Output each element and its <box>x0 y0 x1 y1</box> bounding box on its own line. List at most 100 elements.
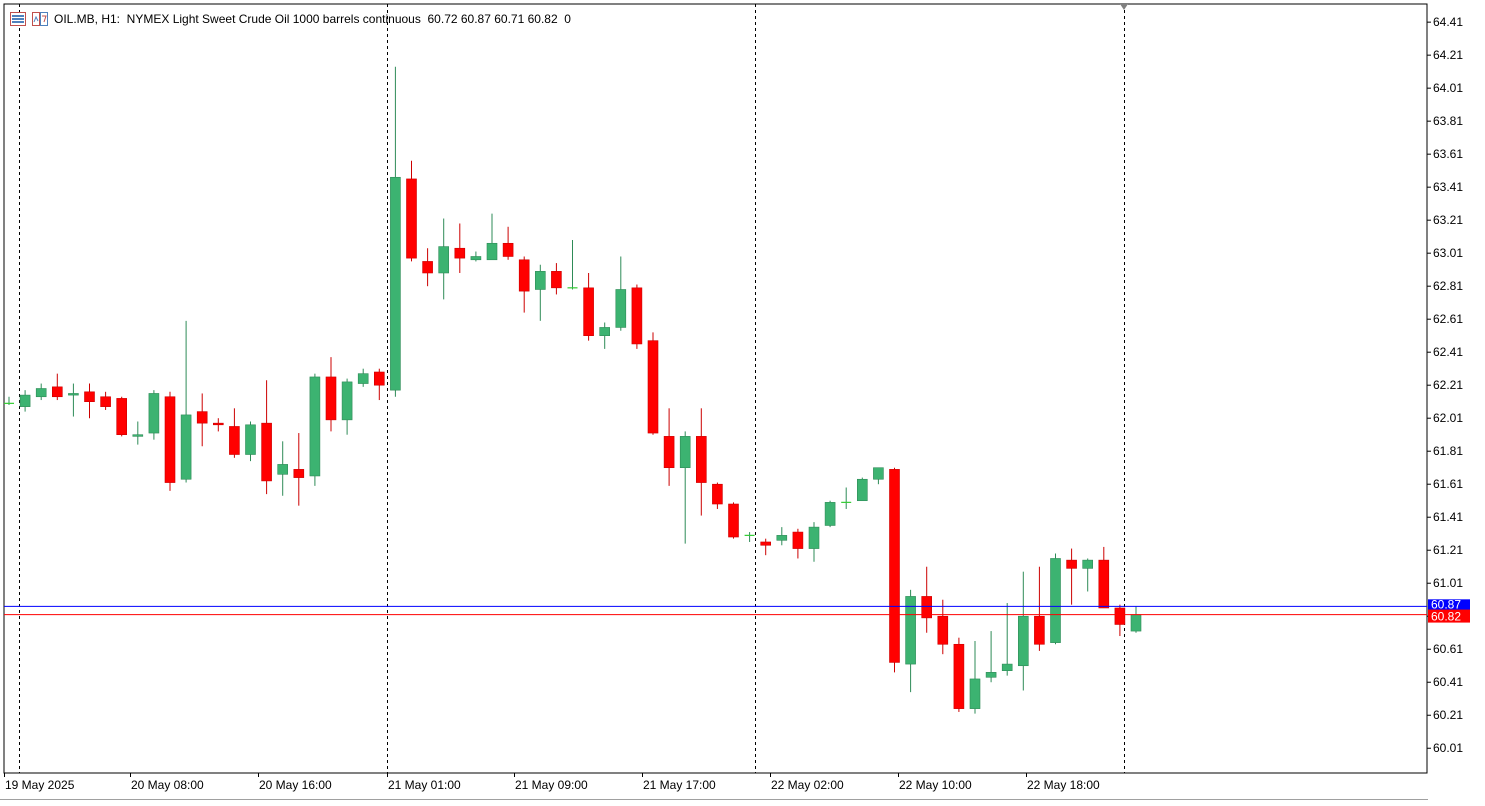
plot-frame <box>3 3 1428 774</box>
candle-body[interactable] <box>1114 607 1126 625</box>
chart-title: OIL.MB, H1: NYMEX Light Sweet Crude Oil … <box>54 12 571 26</box>
x-tick-label: 21 May 01:00 <box>388 778 461 792</box>
candle-body[interactable] <box>406 178 417 259</box>
x-tick-label: 21 May 09:00 <box>515 778 588 792</box>
candle-body[interactable] <box>438 246 450 274</box>
candle-body[interactable] <box>534 271 546 290</box>
y-tick-label: 61.61 <box>1433 477 1463 491</box>
candle-body[interactable] <box>1034 615 1045 645</box>
candle-body[interactable] <box>760 541 772 546</box>
candle-body[interactable] <box>454 247 466 259</box>
candle-body[interactable] <box>856 478 868 502</box>
candle-body[interactable] <box>695 436 707 483</box>
y-tick-label: 62.01 <box>1433 411 1463 425</box>
candle-body[interactable] <box>1130 614 1142 632</box>
candle-body[interactable] <box>180 414 192 480</box>
candle-body[interactable] <box>1001 663 1013 671</box>
candle-body[interactable] <box>502 242 514 257</box>
y-tick-label: 60.01 <box>1433 741 1463 755</box>
candle-body[interactable] <box>277 464 289 475</box>
candle-body[interactable] <box>261 422 272 482</box>
y-tick-label: 62.41 <box>1433 345 1463 359</box>
candle-body[interactable] <box>470 256 482 261</box>
candle-body[interactable] <box>905 596 916 665</box>
x-tick-label: 19 May 2025 <box>5 778 75 792</box>
candle-body[interactable] <box>712 483 723 505</box>
candle-body[interactable] <box>19 394 31 407</box>
candle-body[interactable] <box>245 424 256 455</box>
candle-body[interactable] <box>551 271 562 289</box>
candle-body[interactable] <box>615 289 627 328</box>
candle-body[interactable] <box>1082 559 1093 569</box>
x-tick-label: 20 May 16:00 <box>259 778 332 792</box>
y-tick-label: 60.41 <box>1433 675 1463 689</box>
y-tick-label: 61.81 <box>1433 444 1463 458</box>
candle-body[interactable] <box>889 469 900 663</box>
x-tick-label: 21 May 17:00 <box>643 778 716 792</box>
candle-body[interactable] <box>518 259 530 292</box>
candle-body[interactable] <box>116 398 127 436</box>
candle-body[interactable] <box>1050 558 1061 643</box>
candle-body[interactable] <box>728 503 739 538</box>
chart-tabs-bar[interactable] <box>0 798 1428 803</box>
candle-body[interactable] <box>164 396 176 483</box>
candle-body[interactable] <box>824 502 836 526</box>
candle-body[interactable] <box>357 373 369 384</box>
candle-body[interactable] <box>1017 615 1029 667</box>
candle-body[interactable] <box>937 615 949 645</box>
candle-body[interactable] <box>1066 559 1077 569</box>
y-tick-label: 61.01 <box>1433 576 1463 590</box>
candle-body[interactable] <box>325 376 337 421</box>
candle-body[interactable] <box>921 596 933 619</box>
y-tick-label: 63.61 <box>1433 147 1463 161</box>
candle-body[interactable] <box>631 287 643 345</box>
time-marker <box>1120 4 1128 10</box>
candle-body[interactable] <box>229 426 240 455</box>
candle-body[interactable] <box>35 388 47 398</box>
y-tick-label: 60.61 <box>1433 642 1463 656</box>
candle-body[interactable] <box>679 436 691 469</box>
candle-body[interactable] <box>776 535 788 541</box>
candle-body[interactable] <box>969 678 981 709</box>
candle-body[interactable] <box>808 526 820 549</box>
x-tick-label: 22 May 10:00 <box>899 778 972 792</box>
candle-body[interactable] <box>663 436 675 469</box>
candle-body[interactable] <box>422 261 433 274</box>
candle-body[interactable] <box>873 467 884 480</box>
candle-body[interactable] <box>953 643 965 709</box>
y-tick-label: 63.41 <box>1433 180 1463 194</box>
candle-body[interactable] <box>792 531 804 549</box>
bid-price-label-bg <box>1428 609 1470 623</box>
y-tick-label: 63.81 <box>1433 114 1463 128</box>
candle-body[interactable] <box>132 434 144 437</box>
candle-body[interactable] <box>583 287 594 336</box>
candle-body[interactable] <box>196 411 208 424</box>
y-tick-label: 60.21 <box>1433 708 1463 722</box>
candle-body[interactable] <box>100 396 111 407</box>
candle-body[interactable] <box>647 340 659 434</box>
candle-body[interactable] <box>293 469 305 478</box>
ask-price-label: 60.87 <box>1431 597 1461 611</box>
candle-body[interactable] <box>68 393 79 396</box>
candle-body[interactable] <box>390 176 401 391</box>
chart-header: OIL.MB, H1: NYMEX Light Sweet Crude Oil … <box>10 10 571 28</box>
candle-body[interactable] <box>599 327 611 336</box>
y-tick-label: 62.61 <box>1433 312 1463 326</box>
x-tick-label: 22 May 02:00 <box>771 778 844 792</box>
candle-body[interactable] <box>84 391 95 403</box>
candle-body[interactable] <box>213 422 224 426</box>
candle-body[interactable] <box>309 376 321 477</box>
x-tick-label: 22 May 18:00 <box>1027 778 1100 792</box>
candle-body[interactable] <box>148 393 160 434</box>
candle-body[interactable] <box>486 242 498 261</box>
chart-window-icon[interactable] <box>10 12 26 26</box>
candle-body[interactable] <box>373 371 385 386</box>
candle-body[interactable] <box>341 381 353 421</box>
candle-body[interactable] <box>985 672 997 678</box>
candle-body[interactable] <box>1098 559 1110 609</box>
candle-body[interactable] <box>51 386 63 398</box>
bid-price-label: 60.82 <box>1431 610 1461 624</box>
indicator-window-icon[interactable] <box>32 12 48 26</box>
